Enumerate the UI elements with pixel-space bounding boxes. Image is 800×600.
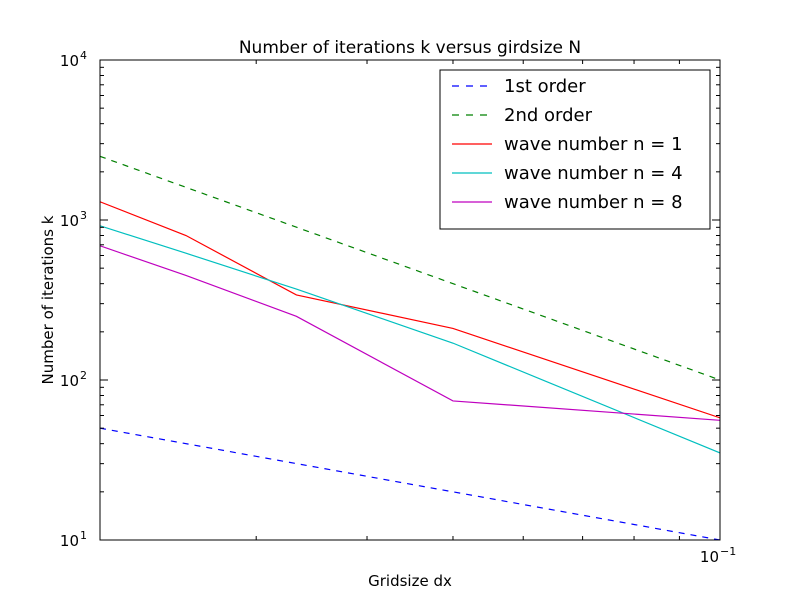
y-tick-label-exponent: 2 <box>80 369 87 382</box>
series-layer <box>100 155 720 540</box>
y-tick-label-exponent: 4 <box>80 49 87 62</box>
chart-title: Number of iterations k versus girdsize N <box>239 38 581 58</box>
x-tick-label-exponent: −1 <box>720 545 736 558</box>
legend-label-3: wave number n = 1 <box>504 134 683 155</box>
legend-label-2: 2nd order <box>504 105 593 126</box>
y-tick-label-exponent: 3 <box>80 209 87 222</box>
y-tick-label: 10 <box>60 372 79 390</box>
legend: 1st order 2nd order wave number n = 1 wave … <box>439 69 711 230</box>
series-line-3 <box>100 201 720 419</box>
ticks-layer: 10 110 210 310 410 −1 <box>60 49 736 566</box>
x-tick-label: 10 <box>700 548 719 566</box>
series-line-1 <box>100 427 720 540</box>
plot-area-frame <box>99 59 721 541</box>
x-axis-label: Gridsize dx <box>368 572 452 590</box>
y-tick-label: 10 <box>60 532 79 550</box>
y-axis-label: Number of iterations k <box>39 215 57 384</box>
series-line-5 <box>100 245 720 421</box>
legend-label-1: 1st order <box>504 76 586 97</box>
legend-label-4: wave number n = 4 <box>504 163 683 184</box>
series-line-2 <box>100 155 720 381</box>
series-line-4 <box>100 225 720 454</box>
y-tick-label-exponent: 1 <box>80 529 87 542</box>
y-tick-label: 10 <box>60 52 79 70</box>
y-tick-label: 10 <box>60 212 79 230</box>
legend-label-5: wave number n = 8 <box>504 192 683 213</box>
